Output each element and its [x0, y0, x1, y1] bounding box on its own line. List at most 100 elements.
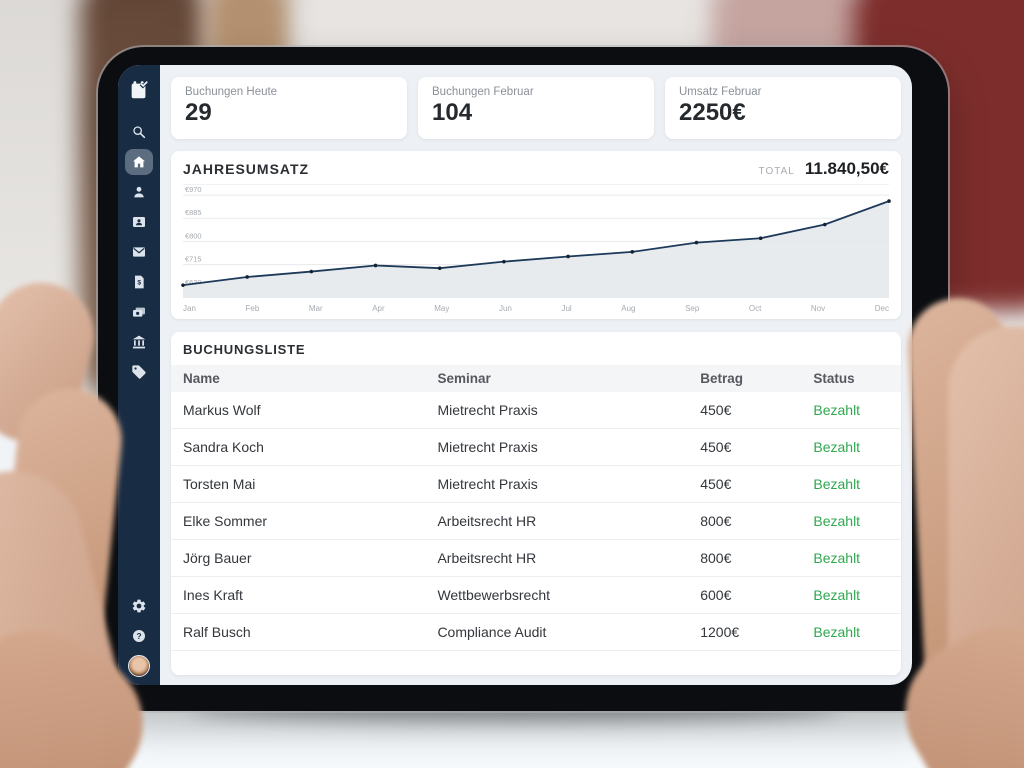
table-row[interactable]: Sandra Koch Mietrecht Praxis 450€ Bezahl… — [171, 428, 901, 466]
cell-name: Elke Sommer — [171, 502, 438, 540]
sidebar-item-tags[interactable] — [125, 359, 153, 385]
cell-betrag: 450€ — [700, 428, 814, 466]
profile-avatar[interactable] — [128, 655, 150, 677]
x-tick-label: May — [434, 304, 450, 313]
x-tick-label: Jan — [183, 304, 196, 313]
svg-text:€970: €970 — [185, 185, 201, 194]
dashboard-main: Buchungen Heute 29 Buchungen Februar 104… — [160, 65, 912, 685]
sidebar-item-payments[interactable] — [125, 299, 153, 325]
sidebar-item-invoices[interactable]: $ — [125, 269, 153, 295]
stat-label: Buchungen Februar — [432, 86, 534, 98]
cell-status: Bezahlt — [813, 539, 901, 577]
svg-text:€715: €715 — [185, 255, 201, 264]
cell-name: Sandra Koch — [171, 428, 438, 466]
sidebar-item-contacts[interactable] — [125, 209, 153, 235]
tablet-screen: $ — [118, 65, 912, 685]
x-tick-label: Feb — [245, 304, 260, 313]
total-value: 11.840,50€ — [804, 159, 889, 178]
table-header-row: Name Seminar Betrag Status — [171, 365, 901, 392]
table-row[interactable]: Torsten Mai Mietrecht Praxis 450€ Bezahl… — [171, 465, 901, 503]
stat-card-revenue-february: Umsatz Februar 2250€ — [665, 77, 901, 139]
sidebar-item-help[interactable]: ? — [125, 623, 153, 649]
stat-value: 2250€ — [679, 99, 746, 126]
cell-seminar: Wettbewerbsrecht — [437, 576, 701, 614]
cell-name: Markus Wolf — [171, 392, 438, 429]
cell-betrag: 800€ — [700, 539, 814, 577]
chart-header: JAHRESUMSATZ TOTAL 11.840,50€ — [183, 159, 889, 185]
x-tick-label: Jul — [561, 304, 572, 313]
x-tick-label: Oct — [748, 304, 762, 313]
bookings-table-card: BUCHUNGSLISTE Name Seminar Betrag Status — [171, 332, 901, 675]
cell-name: Jörg Bauer — [171, 539, 438, 577]
stat-card-bookings-february: Buchungen Februar 104 — [418, 77, 654, 139]
column-header-betrag: Betrag — [700, 365, 814, 392]
sidebar-item-search[interactable] — [125, 119, 153, 145]
table-row[interactable]: Jörg Bauer Arbeitsrecht HR 800€ Bezahlt — [171, 539, 901, 577]
contacts-icon — [133, 217, 145, 227]
chart-title: JAHRESUMSATZ — [183, 161, 310, 177]
revenue-chart-svg: €630 €715 €800 €885 €970 — [181, 185, 891, 298]
cell-status: Bezahlt — [813, 428, 901, 466]
x-tick-label: Sep — [685, 304, 700, 313]
clipboard-check-icon — [131, 80, 149, 99]
table-row[interactable]: Markus Wolf Mietrecht Praxis 450€ Bezahl… — [171, 392, 901, 429]
svg-text:?: ? — [136, 631, 141, 641]
cell-seminar: Arbeitsrecht HR — [437, 502, 701, 540]
search-icon — [133, 126, 146, 139]
table-row[interactable]: Elke Sommer Arbeitsrecht HR 800€ Bezahlt — [171, 502, 901, 540]
x-tick-label: Aug — [621, 304, 636, 313]
bank-icon — [132, 335, 146, 349]
cell-status: Bezahlt — [813, 465, 901, 503]
stat-card-bookings-today: Buchungen Heute 29 — [171, 77, 407, 139]
user-icon — [134, 186, 144, 198]
help-icon: ? — [133, 630, 145, 642]
cell-seminar: Mietrecht Praxis — [437, 392, 701, 429]
payments-icon — [133, 307, 145, 317]
cell-status: Bezahlt — [813, 502, 901, 540]
sidebar-item-bank[interactable] — [125, 329, 153, 355]
x-tick-label: Jun — [498, 304, 512, 313]
cell-seminar: Compliance Audit — [437, 613, 701, 651]
total-label: TOTAL — [758, 166, 795, 177]
annual-revenue-chart-card: JAHRESUMSATZ TOTAL 11.840,50€ €630 €715 €8… — [171, 151, 901, 319]
cell-betrag: 450€ — [700, 392, 814, 429]
bookings-table: Name Seminar Betrag Status Markus Wolf M… — [171, 365, 901, 651]
sidebar-item-user[interactable] — [125, 179, 153, 205]
svg-text:€800: €800 — [185, 231, 201, 240]
stats-row: Buchungen Heute 29 Buchungen Februar 104… — [171, 77, 901, 139]
cell-status: Bezahlt — [813, 576, 901, 614]
stat-value: 29 — [185, 99, 212, 126]
column-header-seminar: Seminar — [437, 365, 701, 392]
x-tick-label: Dec — [874, 304, 889, 313]
cell-seminar: Mietrecht Praxis — [437, 428, 701, 466]
cell-name: Ralf Busch — [171, 613, 438, 651]
x-tick-label: Nov — [810, 304, 826, 313]
sidebar-item-home[interactable] — [125, 149, 153, 175]
cell-status: Bezahlt — [813, 392, 901, 429]
svg-text:€885: €885 — [185, 208, 201, 217]
x-tick-label: Mar — [308, 304, 323, 313]
tag-icon — [132, 365, 146, 379]
cell-betrag: 600€ — [700, 576, 814, 614]
x-tick-label: Apr — [372, 304, 385, 313]
cell-betrag: 1200€ — [700, 613, 814, 651]
svg-text:$: $ — [137, 279, 141, 286]
settings-gear-icon — [132, 599, 146, 613]
cell-name: Torsten Mai — [171, 465, 438, 503]
column-header-status: Status — [813, 365, 901, 392]
table-title: BUCHUNGSLISTE — [183, 342, 306, 357]
cell-name: Ines Kraft — [171, 576, 438, 614]
cell-betrag: 800€ — [700, 502, 814, 540]
table-row[interactable]: Ines Kraft Wettbewerbsrecht 600€ Bezahlt — [171, 576, 901, 614]
stat-label: Buchungen Heute — [185, 86, 278, 98]
stat-label: Umsatz Februar — [679, 86, 762, 98]
invoice-icon: $ — [135, 275, 144, 289]
chart-plot-area: €630 €715 €800 €885 €970 — [181, 185, 891, 302]
sidebar-item-mail[interactable] — [125, 239, 153, 265]
column-header-name: Name — [171, 365, 438, 392]
chart-total: TOTAL 11.840,50€ — [759, 159, 889, 179]
tablet-device: $ — [98, 47, 948, 711]
sidebar-item-settings[interactable] — [125, 593, 153, 619]
table-row[interactable]: Ralf Busch Compliance Audit 1200€ Bezahl… — [171, 613, 901, 651]
cell-betrag: 450€ — [700, 465, 814, 503]
